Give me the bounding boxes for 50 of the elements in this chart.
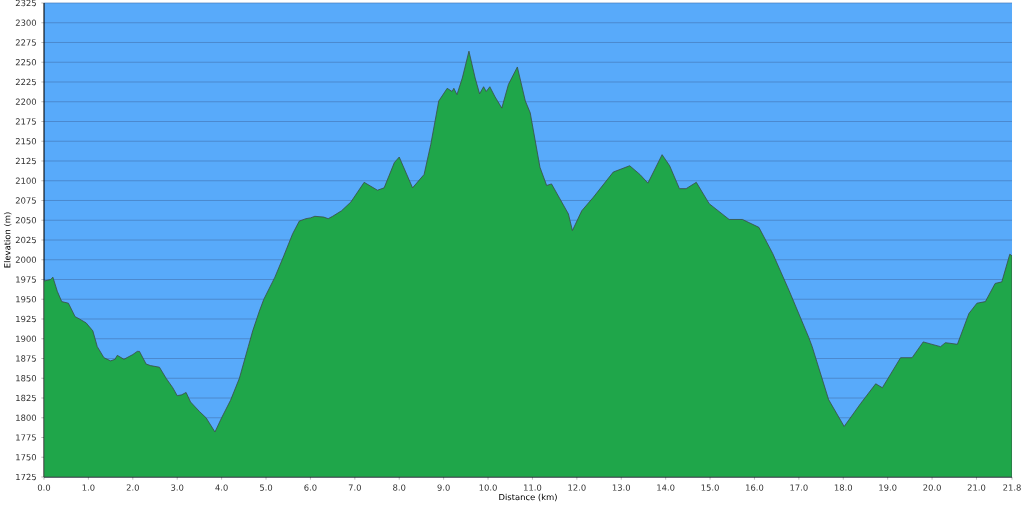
x-tick-label: 20.0 bbox=[923, 484, 941, 491]
y-tick-label: 2175 bbox=[15, 118, 36, 125]
y-tick-label: 2250 bbox=[15, 59, 37, 66]
y-tick-label: 1875 bbox=[16, 355, 36, 362]
x-tick-label: 2.0 bbox=[126, 484, 139, 491]
x-tick-label: 11.0 bbox=[524, 484, 542, 491]
y-tick-label: 1975 bbox=[16, 276, 36, 283]
y-tick-label: 1750 bbox=[16, 454, 37, 461]
x-tick-label: 19.0 bbox=[879, 484, 897, 491]
y-tick-label: 1800 bbox=[16, 414, 37, 421]
x-tick-label: 1.0 bbox=[82, 484, 95, 491]
x-tick-label: 3.0 bbox=[171, 484, 184, 491]
y-tick-label: 2200 bbox=[15, 98, 37, 105]
y-tick-label: 2300 bbox=[15, 19, 37, 26]
y-tick-label: 2325 bbox=[15, 0, 36, 7]
x-tick-label: 14.0 bbox=[657, 484, 675, 491]
x-tick-label: 6.0 bbox=[304, 484, 317, 491]
y-tick-label: 2225 bbox=[15, 78, 36, 86]
y-tick-label: 1775 bbox=[16, 434, 36, 441]
x-tick-label: 18.0 bbox=[834, 484, 853, 491]
y-tick-label: 2025 bbox=[15, 236, 36, 244]
y-axis-title: Elevation (m) bbox=[3, 212, 12, 268]
y-tick-label: 2100 bbox=[15, 177, 37, 184]
y-tick-label: 1825 bbox=[16, 394, 36, 402]
y-tick-label: 1850 bbox=[16, 375, 37, 382]
y-tick-label: 1900 bbox=[16, 335, 37, 342]
y-tick-label: 2150 bbox=[15, 138, 37, 145]
x-tick-label: 8.0 bbox=[393, 484, 406, 491]
x-tick-label: 16.0 bbox=[746, 484, 764, 491]
x-tick-label: 0.0 bbox=[37, 484, 51, 491]
x-tick-label: 15.0 bbox=[701, 484, 719, 491]
x-tick-label: 10.0 bbox=[479, 484, 497, 491]
y-tick-label: 2050 bbox=[15, 217, 37, 224]
x-axis-title: Distance (km) bbox=[499, 493, 557, 502]
x-tick-label: 21.0 bbox=[967, 484, 986, 491]
x-tick-label: 12.0 bbox=[568, 484, 586, 491]
x-tick-label: 13.0 bbox=[612, 484, 631, 491]
y-tick-label: 1950 bbox=[16, 296, 37, 303]
y-tick-label: 2075 bbox=[15, 197, 36, 204]
x-tick-label: 7.0 bbox=[348, 484, 361, 491]
y-tick-label: 2000 bbox=[15, 256, 37, 263]
x-tick-label: 9.0 bbox=[437, 484, 450, 491]
x-tick-label: 21.8 bbox=[1003, 484, 1021, 491]
x-tick-label: 4.0 bbox=[215, 484, 228, 491]
y-tick-label: 2125 bbox=[15, 157, 36, 165]
y-tick-label: 1725 bbox=[16, 473, 36, 481]
x-tick-label: 5.0 bbox=[259, 484, 273, 491]
x-tick-label: 17.0 bbox=[790, 484, 808, 491]
y-tick-label: 2275 bbox=[15, 39, 36, 46]
y-tick-label: 1925 bbox=[16, 315, 36, 323]
